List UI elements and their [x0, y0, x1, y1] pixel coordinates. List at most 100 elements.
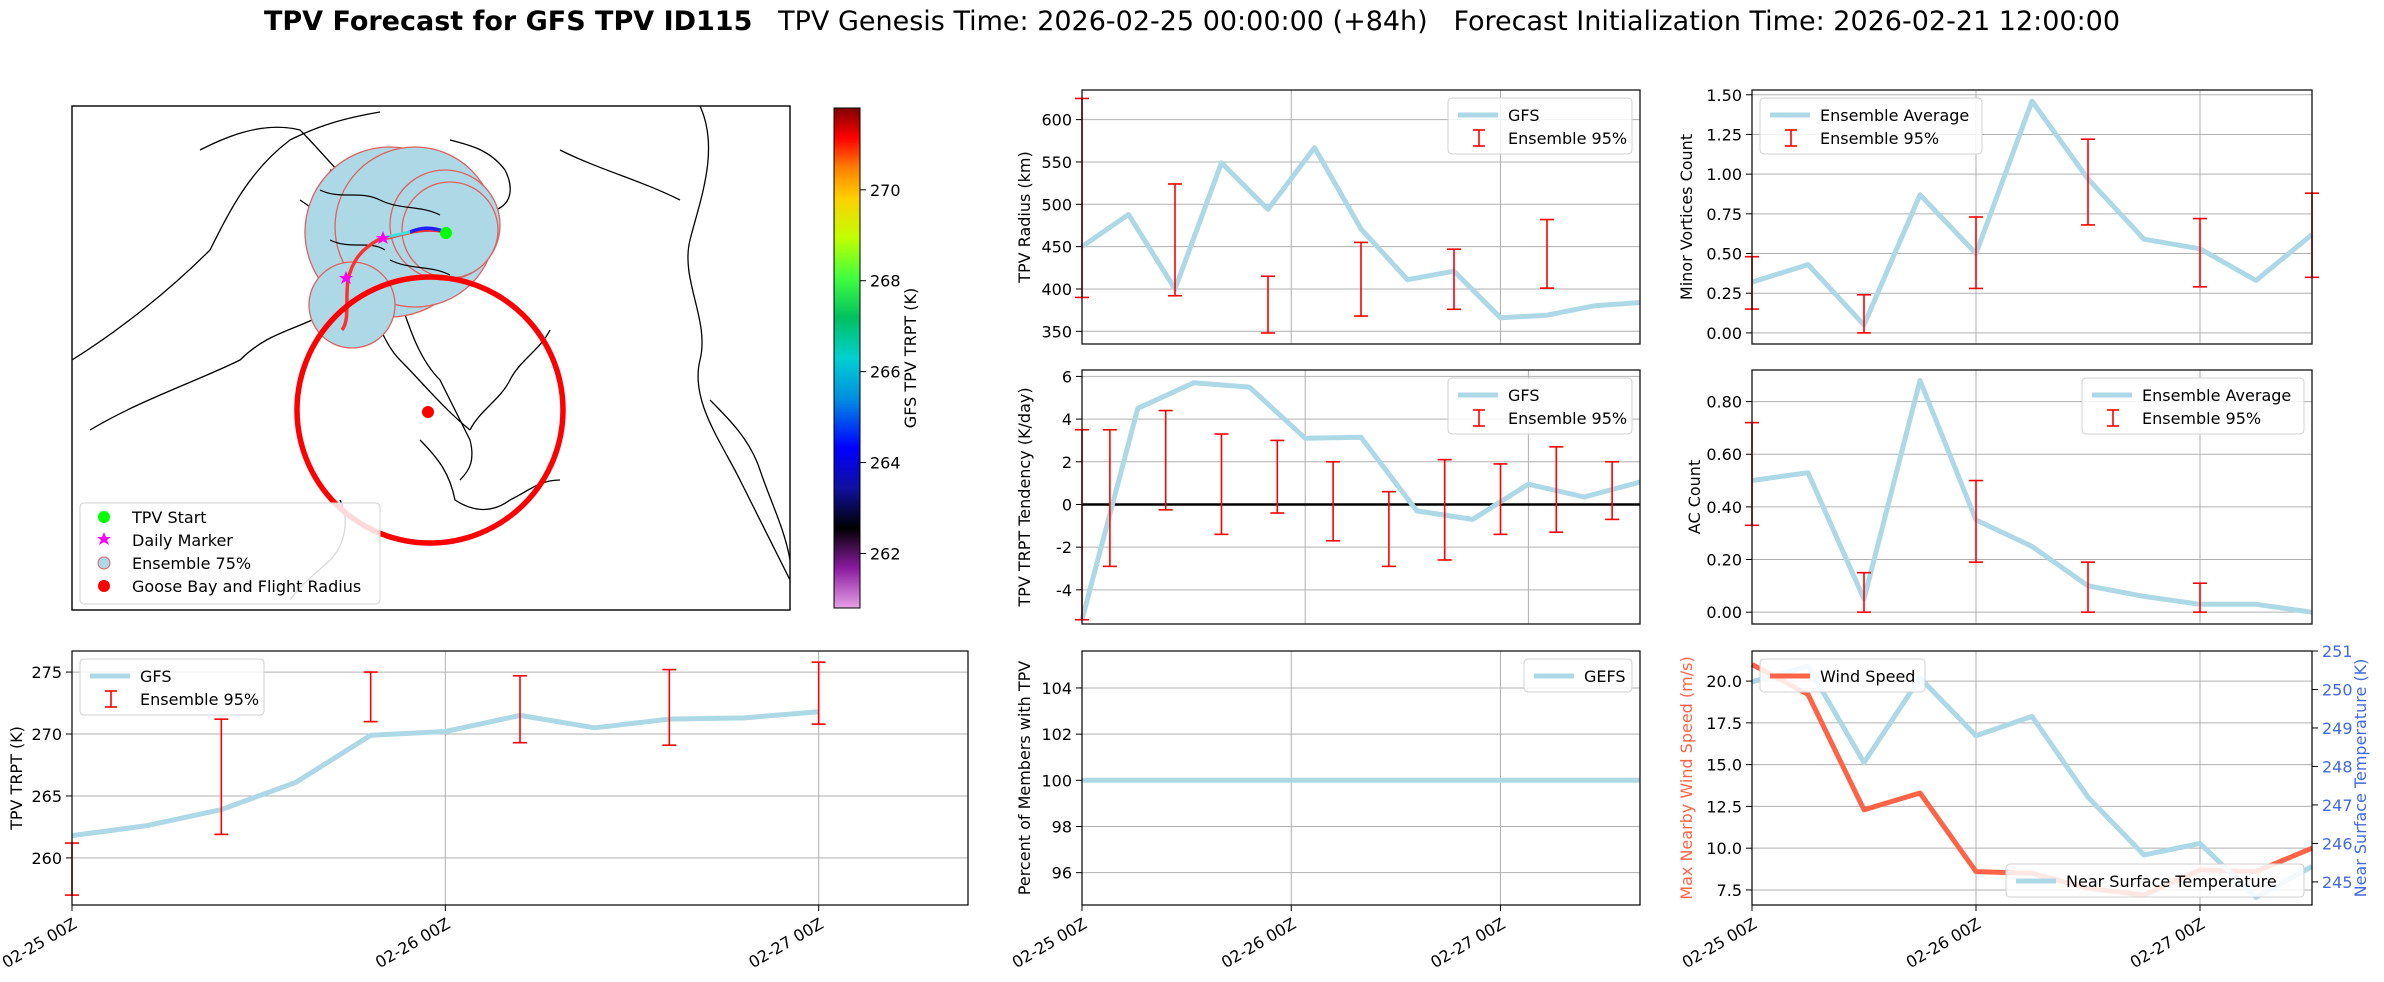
legend-box — [1447, 97, 1633, 155]
y-tick-label: 600 — [1041, 111, 1072, 130]
series-line-near-surface-temperature — [1751, 663, 2314, 900]
y-tick-label: 0.20 — [1706, 551, 1742, 570]
plot-frame — [1081, 89, 1641, 345]
y-tick-label: 500 — [1041, 195, 1072, 214]
legend-ensemble-75-icon — [97, 556, 111, 570]
legend-label: Wind Speed — [1820, 667, 1915, 686]
legend-daily-marker: Daily Marker — [132, 531, 233, 550]
y-tick-label: 270 — [31, 725, 62, 744]
legend-daily-marker-icon — [97, 532, 111, 545]
y-tick-label: 20.0 — [1706, 672, 1742, 691]
legend-box — [1759, 658, 1926, 693]
x-tick-label: 02-25 00Z — [1679, 914, 1760, 972]
series-line-ensemble-average — [1751, 378, 2313, 615]
y-right-tick-label: 249 — [2322, 719, 2353, 738]
legend-box — [79, 658, 265, 716]
y-tick-label: 1.50 — [1706, 86, 1742, 105]
y-tick-label: 104 — [1041, 679, 1072, 698]
legend-label: GFS — [1508, 386, 1539, 405]
colorbar-tick-label: 262 — [870, 544, 901, 563]
legend-box — [1523, 658, 1633, 693]
y-axis-label: AC Count — [1685, 460, 1704, 534]
legend-label: Near Surface Temperature — [2066, 872, 2277, 891]
y-tick-label: -4 — [1056, 581, 1072, 600]
y-tick-label: 0.25 — [1706, 284, 1742, 303]
chart-legend: GFS Ensemble 95% — [1447, 377, 1633, 435]
y-axis-label: TPV TRPT Tendency (K/day) — [1015, 387, 1034, 607]
figure-title-init: Forecast Initialization Time: 2026-02-21… — [1453, 6, 2121, 37]
figure-title-main: TPV Forecast for GFS TPV ID115 — [263, 6, 753, 37]
colorbar-label: GFS TPV TRPT (K) — [901, 288, 920, 428]
chart-panel-percent: 96 98 100 102 104 Percent of Members with TPV… — [1009, 650, 1641, 972]
tpv-start-marker — [440, 227, 452, 239]
legend-box — [1759, 97, 1983, 155]
x-tick-label: 02-25 00Z — [0, 914, 80, 972]
y-tick-label: 265 — [31, 787, 62, 806]
y-tick-label: 17.5 — [1706, 714, 1742, 733]
y-tick-label: 0 — [1062, 495, 1072, 514]
series-line-gfs — [1079, 380, 1641, 621]
colorbar-tick-label: 268 — [870, 272, 901, 291]
y-right-tick-label: 248 — [2322, 757, 2353, 776]
y-tick-label: 98 — [1052, 817, 1072, 836]
legend-label: Ensemble 95% — [1820, 129, 1939, 148]
plot-frame — [71, 650, 969, 906]
colorbar: 262 264 266 268 270 GFS TPV TRPT (K) — [833, 107, 920, 609]
y-tick-label: 15.0 — [1706, 756, 1742, 775]
legend-label: Ensemble 95% — [1508, 409, 1627, 428]
legend-box — [2081, 377, 2305, 435]
legend-label: Ensemble 95% — [140, 690, 259, 709]
chart-legend: Ensemble Average Ensemble 95% — [1759, 97, 1983, 155]
series-line-ensemble-average — [1751, 98, 2314, 328]
map-panel: TPV Start Daily Marker Ensemble 75% Goos… — [71, 105, 920, 611]
legend-label: Ensemble Average — [1820, 106, 1969, 125]
chart-panel-minor: 0.00 0.25 0.50 0.75 1.00 1.25 1.50 Minor Vortic… — [1677, 86, 2319, 345]
chart-panel-radius: 350 400 450 500 550 600 TPV Radius (km) GFS Ense… — [1015, 89, 1641, 345]
y-axis-label: Minor Vortices Count — [1677, 134, 1696, 300]
y-axis-label: TPV Radius (km) — [1015, 151, 1034, 284]
coastline — [687, 106, 790, 581]
y-right-tick-label: 251 — [2322, 642, 2353, 661]
y-axis-label: Max Nearby Wind Speed (m/s) — [1677, 656, 1696, 899]
coastline — [319, 189, 441, 216]
legend-box — [2005, 863, 2305, 898]
coastline — [469, 329, 551, 431]
goose-bay-marker — [422, 406, 434, 418]
legend-label: GFS — [1508, 106, 1539, 125]
chart-panel-tendency: -4 -2 0 2 4 6 TPV TRPT Tendency (K/day) GFS Ense… — [1015, 367, 1641, 625]
coastline — [89, 309, 331, 431]
legend-label: Ensemble Average — [2142, 386, 2291, 405]
y-right-tick-label: 250 — [2322, 680, 2353, 699]
y-tick-label: 0.50 — [1706, 245, 1742, 264]
y-tick-label: 7.5 — [1717, 881, 1742, 900]
chart-legend: Wind Speed — [1759, 658, 1926, 693]
y-right-axis-label: Near Surface Temperature (K) — [2351, 659, 2370, 898]
y-tick-label: 100 — [1041, 771, 1072, 790]
colorbar-tick-label: 266 — [870, 363, 901, 382]
figure-title: TPV Forecast for GFS TPV ID115 TPV Genes… — [0, 6, 2384, 37]
coastline — [559, 149, 681, 201]
chart-legend: GEFS — [1523, 658, 1633, 693]
y-tick-label: 0.60 — [1706, 445, 1742, 464]
y-axis-label: TPV TRPT (K) — [7, 726, 26, 831]
legend-ensemble-75: Ensemble 75% — [132, 554, 251, 573]
x-tick-label: 02-25 00Z — [1009, 914, 1090, 972]
y-tick-label: 12.5 — [1706, 797, 1742, 816]
coastline — [709, 399, 790, 561]
coastline — [329, 239, 386, 251]
legend-label: Ensemble 95% — [1508, 129, 1627, 148]
legend-tpv-start-icon — [98, 511, 110, 523]
y-tick-label: 1.25 — [1706, 125, 1742, 144]
chart-panel-ac: 0.00 0.20 0.40 0.60 0.80 AC Count Ensemble Ave… — [1685, 369, 2313, 625]
legend-label: Ensemble 95% — [2142, 409, 2261, 428]
y-tick-label: 260 — [31, 849, 62, 868]
legend-goose-bay-icon — [98, 580, 110, 592]
chart-legend: Near Surface Temperature — [2005, 863, 2305, 898]
series-line-gfs — [71, 709, 819, 839]
colorbar-tick-label: 270 — [870, 181, 901, 200]
legend-label: GEFS — [1584, 667, 1626, 686]
coastline — [72, 111, 381, 361]
x-tick-label: 02-27 00Z — [745, 914, 826, 972]
y-tick-label: -2 — [1056, 538, 1072, 557]
